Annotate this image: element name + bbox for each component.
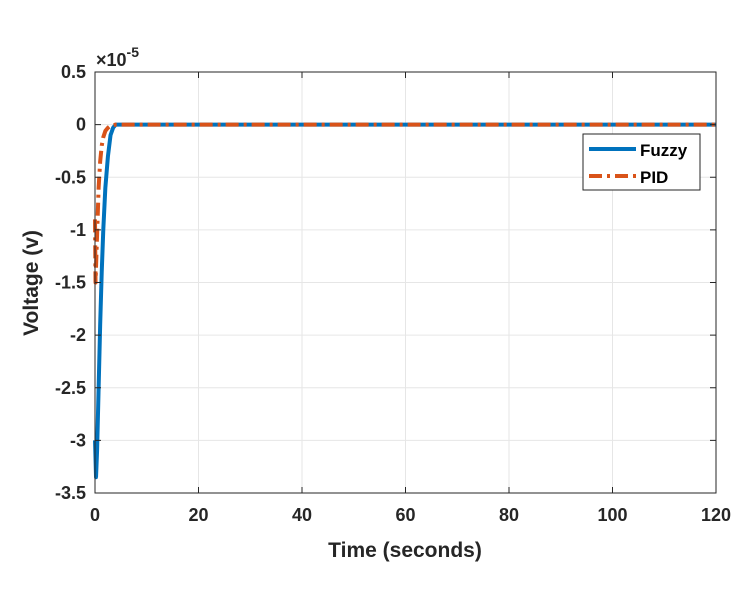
- y-exponent-power: -5: [127, 44, 140, 60]
- y-tick-label: -2: [70, 325, 86, 345]
- y-tick-label: 0.5: [61, 62, 86, 82]
- y-tick-label: 0: [76, 115, 86, 135]
- x-axis-label: Time (seconds): [328, 539, 482, 562]
- x-tick-label: 20: [188, 505, 208, 525]
- x-tick-label: 0: [90, 505, 100, 525]
- y-tick-label: -3: [70, 430, 86, 450]
- x-tick-label: 40: [292, 505, 312, 525]
- series-group: [93, 122, 716, 480]
- legend-box: [582, 133, 701, 191]
- x-tick-label: 120: [701, 505, 731, 525]
- x-tick-label: 100: [597, 505, 627, 525]
- legend-label-pid: PID: [640, 168, 668, 187]
- x-tick-label: 60: [395, 505, 415, 525]
- x-tick-labels: 0 20 40 60 80 100 120: [90, 505, 731, 525]
- y-axis-label: Voltage (v): [20, 230, 43, 336]
- x-tick-label: 80: [499, 505, 519, 525]
- y-tick-label: -1.5: [55, 273, 86, 293]
- y-exponent-label: ×10-5: [96, 44, 139, 70]
- legend: Fuzzy PID: [582, 133, 701, 191]
- legend-label-fuzzy: Fuzzy: [640, 141, 688, 160]
- y-tick-label: -1: [70, 220, 86, 240]
- y-exponent-base: ×10: [96, 50, 127, 70]
- series-line-pid: [93, 122, 716, 285]
- y-tick-label: -0.5: [55, 167, 86, 187]
- y-tick-label: -3.5: [55, 483, 86, 503]
- ticks: [94, 71, 717, 494]
- y-tick-label: -2.5: [55, 378, 86, 398]
- series-line-fuzzy: [93, 122, 716, 480]
- y-tick-labels: -3.5 -3 -2.5 -2 -1.5 -1 -0.5 0 0.5: [55, 62, 86, 503]
